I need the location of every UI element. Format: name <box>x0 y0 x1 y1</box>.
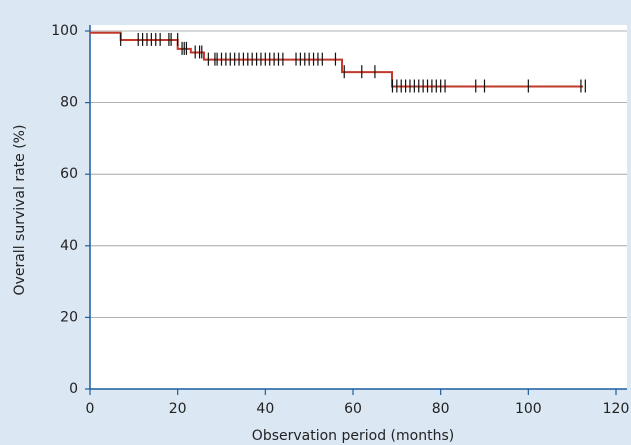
x-axis-label: Observation period (months) <box>252 428 454 444</box>
x-tick-label: 0 <box>86 401 95 417</box>
y-tick-label: 60 <box>60 166 78 182</box>
plot-area <box>90 25 627 389</box>
y-tick-label: 80 <box>60 95 78 111</box>
survival-line <box>90 31 584 88</box>
x-tick-label: 40 <box>256 401 274 417</box>
x-tick-label: 20 <box>169 401 187 417</box>
x-tick-label: 100 <box>515 401 542 417</box>
y-tick-label: 20 <box>60 309 78 325</box>
y-tick-label: 40 <box>60 238 78 254</box>
x-tick-label: 60 <box>344 401 362 417</box>
x-tick-label: 120 <box>603 401 630 417</box>
y-tick-label: 100 <box>51 23 78 39</box>
x-tick-label: 80 <box>432 401 450 417</box>
y-axis-label: Overall survival rate (%) <box>12 125 28 296</box>
y-tick-label: 0 <box>69 381 78 397</box>
